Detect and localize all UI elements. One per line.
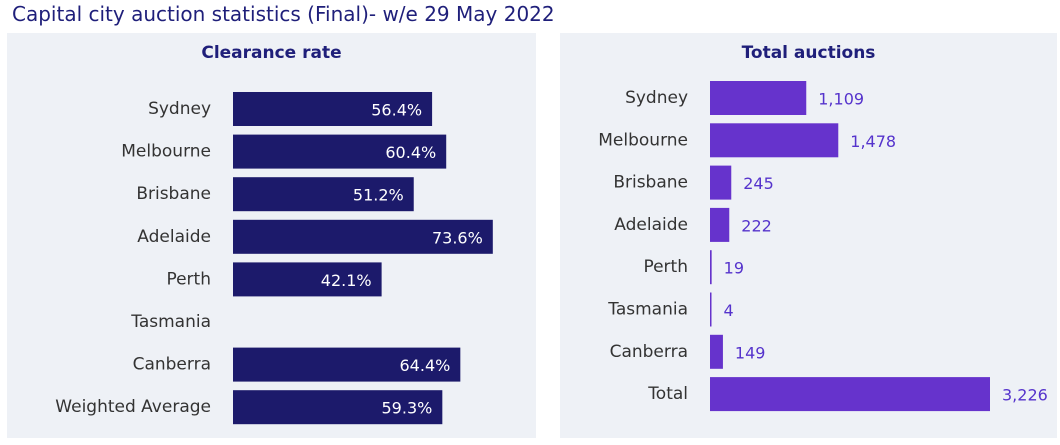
clearance-value-weighted-average: 59.3%: [382, 399, 433, 418]
clearance-rate-panel: Clearance rate Sydney 56.4% Melbourne 60.4%…: [7, 33, 536, 438]
clearance-rate-chart: Sydney 56.4% Melbourne 60.4% Brisbane 51.2% Ad…: [55, 92, 493, 425]
auctions-bar-brisbane: [710, 165, 732, 200]
auctions-bar-adelaide: [710, 207, 730, 242]
auctions-label-canberra: Canberra: [610, 342, 688, 362]
clearance-label-tasmania: Tasmania: [130, 312, 211, 332]
clearance-value-canberra: 64.4%: [400, 356, 451, 375]
clearance-label-canberra: Canberra: [133, 355, 211, 375]
auctions-bar-perth: [710, 250, 712, 285]
auctions-label-brisbane: Brisbane: [613, 173, 688, 193]
auctions-bar-sydney: [710, 81, 807, 115]
auctions-value-total: 3,226: [1002, 386, 1048, 405]
auctions-label-tasmania: Tasmania: [607, 300, 688, 320]
clearance-bar-melbourne: [233, 134, 447, 169]
clearance-bar-sydney: [233, 92, 433, 126]
clearance-bar-perth: [233, 262, 382, 297]
clearance-bar-weighted-average: [233, 390, 443, 425]
page-title: Capital city auction statistics (Final)-…: [12, 2, 555, 26]
auctions-label-total: Total: [647, 384, 688, 404]
auctions-value-perth: 19: [724, 259, 744, 278]
clearance-value-adelaide: 73.6%: [432, 228, 483, 247]
auctions-value-tasmania: 4: [724, 301, 734, 320]
total-auctions-panel: Total auctions Sydney 1,109 Melbourne 1,478…: [560, 33, 1057, 438]
auctions-bar-total: [710, 377, 990, 412]
clearance-label-sydney: Sydney: [148, 99, 211, 119]
clearance-value-perth: 42.1%: [321, 271, 372, 290]
auctions-bar-canberra: [710, 334, 723, 369]
clearance-bar-canberra: [233, 347, 461, 382]
clearance-label-perth: Perth: [166, 269, 211, 289]
auctions-label-adelaide: Adelaide: [614, 215, 688, 235]
auctions-label-sydney: Sydney: [625, 88, 688, 108]
total-auctions-title: Total auctions: [741, 43, 876, 63]
clearance-value-melbourne: 60.4%: [385, 143, 436, 162]
auctions-value-adelaide: 222: [741, 216, 772, 235]
auctions-label-melbourne: Melbourne: [598, 130, 688, 150]
clearance-value-sydney: 56.4%: [371, 101, 422, 120]
clearance-value-brisbane: 51.2%: [353, 186, 404, 205]
auctions-value-melbourne: 1,478: [850, 132, 896, 151]
clearance-label-melbourne: Melbourne: [121, 142, 211, 162]
auctions-bar-melbourne: [710, 123, 839, 158]
auctions-label-perth: Perth: [643, 257, 688, 277]
auctions-value-sydney: 1,109: [818, 90, 864, 109]
clearance-label-weighted-average: Weighted Average: [55, 397, 211, 417]
total-auctions-chart: Sydney 1,109 Melbourne 1,478 Brisbane 245 Adel…: [598, 81, 1048, 412]
auctions-value-canberra: 149: [735, 343, 766, 362]
clearance-rate-title: Clearance rate: [201, 43, 342, 63]
auctions-value-brisbane: 245: [743, 174, 774, 193]
clearance-bar-adelaide: [233, 219, 493, 254]
clearance-bar-brisbane: [233, 177, 414, 212]
clearance-label-adelaide: Adelaide: [137, 227, 211, 247]
auctions-bar-tasmania: [710, 292, 712, 327]
clearance-label-brisbane: Brisbane: [136, 184, 211, 204]
